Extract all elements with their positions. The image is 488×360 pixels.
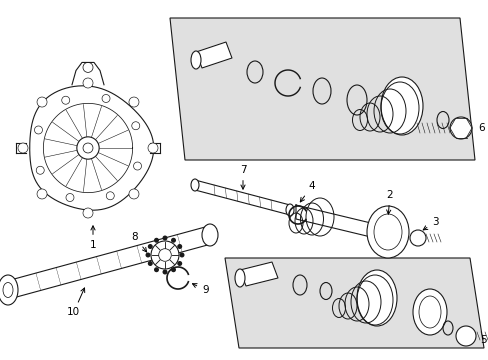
Ellipse shape bbox=[191, 51, 201, 69]
Circle shape bbox=[129, 189, 139, 199]
Ellipse shape bbox=[235, 269, 244, 287]
Circle shape bbox=[131, 122, 140, 130]
Circle shape bbox=[102, 94, 110, 103]
Text: 1: 1 bbox=[89, 226, 96, 250]
Polygon shape bbox=[240, 262, 278, 286]
Circle shape bbox=[455, 326, 475, 346]
Ellipse shape bbox=[285, 204, 293, 216]
Text: 6: 6 bbox=[477, 123, 484, 133]
Polygon shape bbox=[6, 226, 212, 299]
Ellipse shape bbox=[0, 275, 18, 305]
Circle shape bbox=[61, 96, 70, 104]
Circle shape bbox=[18, 143, 28, 153]
Circle shape bbox=[147, 244, 152, 249]
Text: 8: 8 bbox=[131, 232, 146, 252]
Circle shape bbox=[177, 244, 182, 249]
Circle shape bbox=[37, 97, 47, 107]
Circle shape bbox=[154, 238, 159, 243]
Text: 9: 9 bbox=[192, 284, 208, 295]
Polygon shape bbox=[195, 180, 289, 215]
Circle shape bbox=[151, 241, 179, 269]
Circle shape bbox=[106, 192, 114, 200]
Ellipse shape bbox=[366, 206, 408, 258]
Circle shape bbox=[154, 267, 159, 272]
Polygon shape bbox=[196, 42, 231, 68]
Circle shape bbox=[35, 126, 42, 134]
Text: 2: 2 bbox=[386, 190, 392, 214]
Text: 10: 10 bbox=[67, 288, 84, 318]
Ellipse shape bbox=[202, 224, 218, 246]
Circle shape bbox=[129, 97, 139, 107]
Circle shape bbox=[409, 230, 425, 246]
Circle shape bbox=[147, 261, 152, 266]
Ellipse shape bbox=[412, 289, 446, 335]
Text: 7: 7 bbox=[239, 165, 246, 189]
Circle shape bbox=[83, 208, 93, 218]
Ellipse shape bbox=[356, 270, 396, 326]
Circle shape bbox=[145, 252, 150, 257]
Text: 5: 5 bbox=[479, 335, 486, 345]
Circle shape bbox=[162, 235, 167, 240]
Polygon shape bbox=[170, 18, 474, 160]
Polygon shape bbox=[30, 86, 153, 210]
Circle shape bbox=[171, 267, 176, 272]
Circle shape bbox=[36, 166, 44, 174]
Circle shape bbox=[449, 117, 471, 139]
Circle shape bbox=[148, 143, 158, 153]
Polygon shape bbox=[295, 205, 399, 244]
Ellipse shape bbox=[380, 77, 422, 135]
Text: 4: 4 bbox=[300, 181, 315, 202]
Text: 3: 3 bbox=[423, 217, 438, 230]
Ellipse shape bbox=[191, 179, 199, 191]
Circle shape bbox=[162, 270, 167, 274]
Circle shape bbox=[37, 189, 47, 199]
Circle shape bbox=[179, 252, 184, 257]
Circle shape bbox=[133, 162, 141, 170]
Circle shape bbox=[66, 194, 74, 202]
Circle shape bbox=[77, 137, 99, 159]
Circle shape bbox=[177, 261, 182, 266]
Polygon shape bbox=[224, 258, 483, 348]
Circle shape bbox=[83, 78, 93, 88]
Circle shape bbox=[171, 238, 176, 243]
